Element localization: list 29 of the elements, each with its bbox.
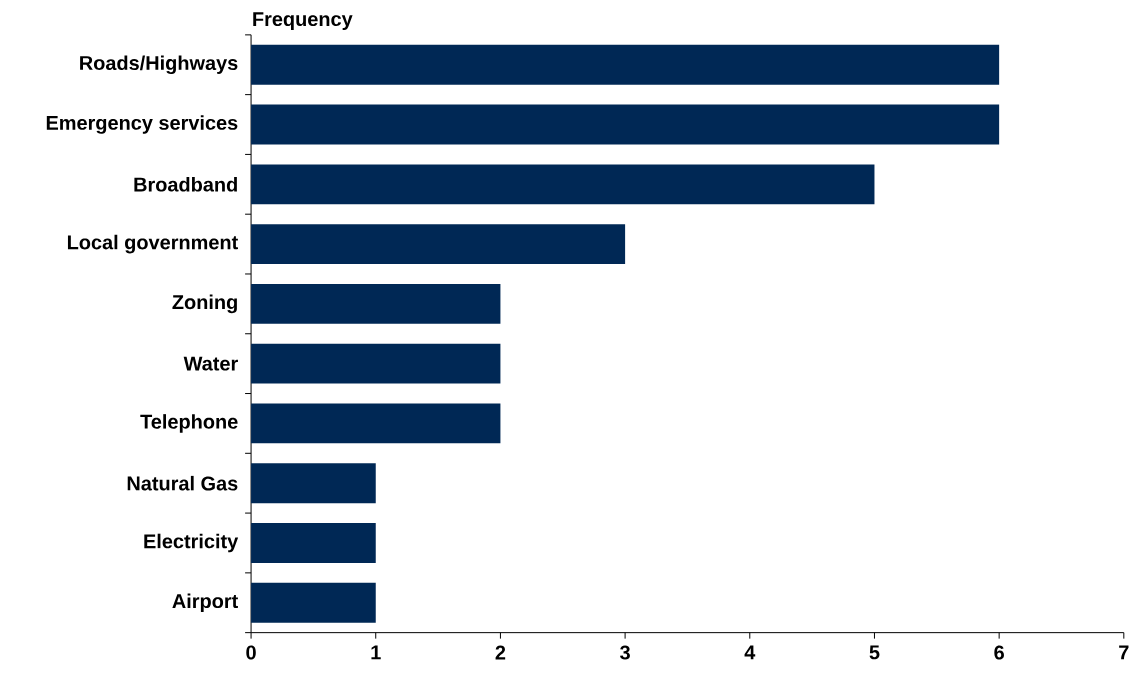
x-tick-label: 0 (246, 645, 256, 660)
bar (251, 104, 1000, 145)
x-axis-title: Frequency (253, 11, 353, 30)
x-tick-label: 5 (869, 645, 880, 660)
y-tick-label: Local government (67, 234, 238, 254)
y-tick-label: Broadband (134, 176, 237, 192)
x-tick-label: 3 (620, 645, 630, 660)
y-tick-label: Water (183, 356, 238, 371)
bar (251, 164, 875, 205)
y-tick-label: Roads/Highways (80, 55, 238, 74)
bar (251, 44, 1000, 85)
bar (251, 582, 376, 623)
y-tick-label: Zoning (172, 294, 237, 313)
bar (251, 343, 501, 384)
y-tick-label: Natural Gas (127, 475, 238, 491)
x-tick-label: 2 (495, 645, 506, 660)
bar (251, 403, 501, 444)
x-tick-label: 6 (994, 645, 1004, 660)
y-tick-label: Emergency services (46, 114, 238, 134)
bar (251, 223, 626, 264)
x-tick-label: 4 (744, 645, 756, 659)
bar (251, 463, 376, 503)
x-tick-label: 1 (371, 645, 381, 659)
bar (251, 283, 501, 324)
y-tick-label: Telephone (140, 413, 238, 433)
y-tick-label: Electricity (144, 533, 239, 553)
x-tick-label: 7 (1119, 645, 1129, 659)
bar (251, 522, 376, 563)
y-tick-label: Airport (172, 593, 239, 612)
